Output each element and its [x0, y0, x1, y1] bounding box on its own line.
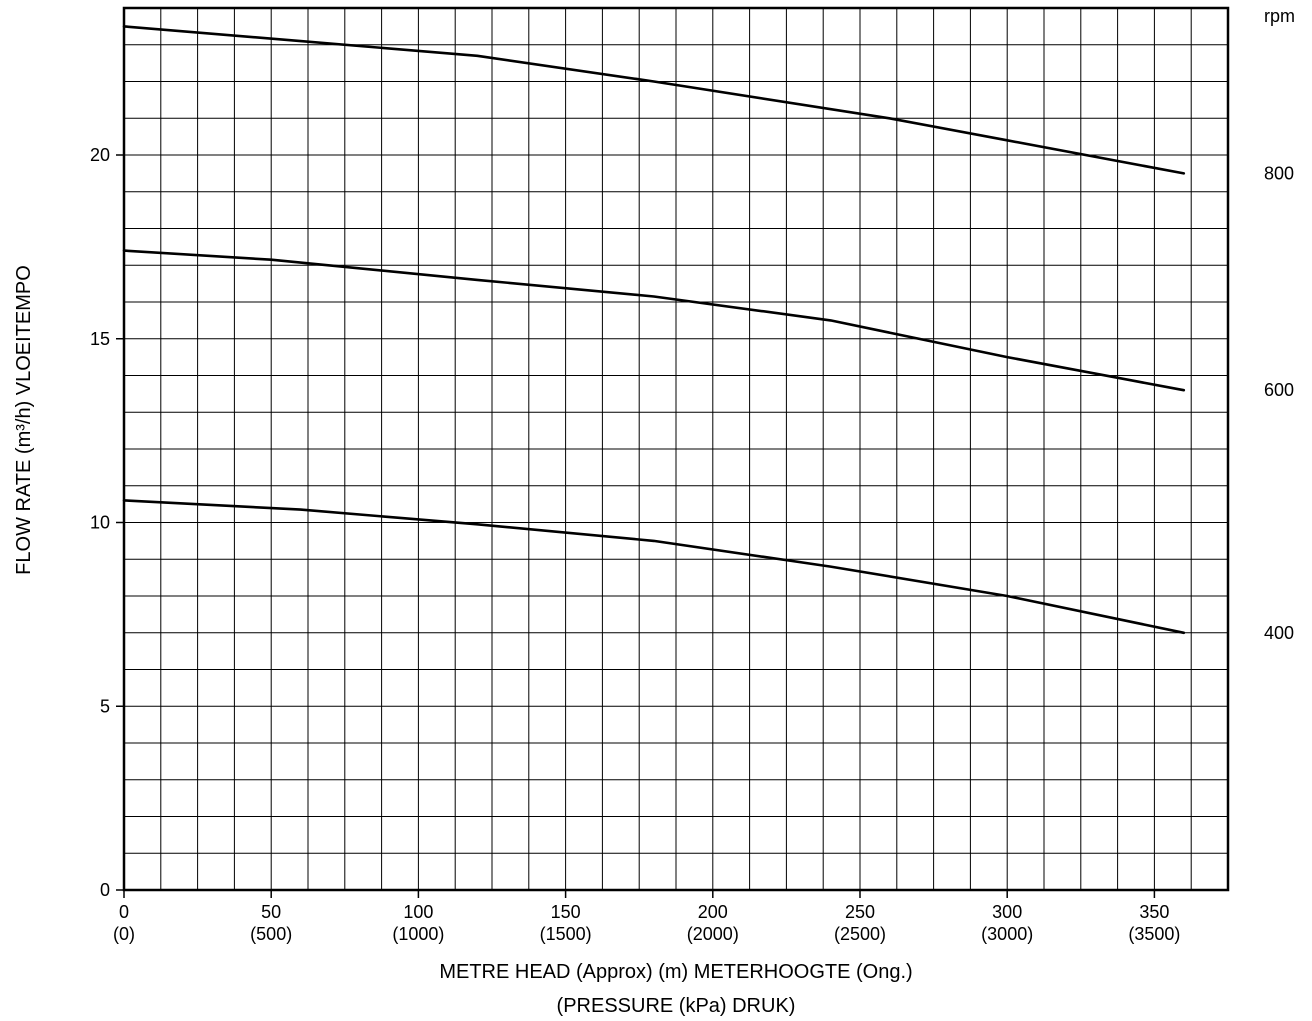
x-axis-sublabel: (PRESSURE (kPa) DRUK): [557, 995, 796, 1017]
y-tick-label: 10: [90, 513, 110, 533]
rpm-axis-title: rpm: [1264, 6, 1295, 26]
plot-frame: [122, 6, 1230, 892]
x-tick-label: 250: [845, 902, 875, 922]
x-axis-label: METRE HEAD (Approx) (m) METERHOOGTE (Ong…: [439, 961, 912, 983]
chart-grid: [124, 8, 1228, 890]
x-tick-sublabel: (1500): [540, 924, 592, 944]
x-tick-sublabel: (3500): [1128, 924, 1180, 944]
rpm-label-400: 400: [1264, 623, 1294, 643]
x-tick-label: 350: [1139, 902, 1169, 922]
series-line-400-rpm: [122, 499, 1186, 635]
x-tick-label: 100: [403, 902, 433, 922]
y-tick-label: 5: [100, 696, 110, 716]
y-tick-label: 0: [100, 880, 110, 900]
series-lines: [122, 25, 1186, 635]
x-tick-label: 50: [261, 902, 281, 922]
x-tick-sublabel: (2500): [834, 924, 886, 944]
x-tick-labels: 0(0) 50(500) 100(1000) 150(1500) 200(2000) 25…: [113, 890, 1180, 944]
x-tick-label: 300: [992, 902, 1022, 922]
y-tick-labels: 0 5 10 15 20: [90, 145, 124, 900]
y-axis-label: FLOW RATE (m³/h) VLOEITEMPO: [13, 265, 35, 575]
rpm-label-600: 600: [1264, 380, 1294, 400]
x-tick-sublabel: (1000): [392, 924, 444, 944]
x-tick-label: 200: [698, 902, 728, 922]
rpm-series-labels: 800 600 400: [1264, 163, 1294, 642]
rpm-label-800: 800: [1264, 163, 1294, 183]
series-line-600-rpm: [122, 249, 1186, 392]
series-line-800-rpm: [122, 25, 1186, 175]
y-tick-label: 15: [90, 329, 110, 349]
plot-border: [122, 6, 1230, 892]
x-tick-sublabel: (500): [250, 924, 292, 944]
x-tick-sublabel: (3000): [981, 924, 1033, 944]
x-tick-sublabel: (2000): [687, 924, 739, 944]
x-tick-label: 150: [551, 902, 581, 922]
x-tick-label: 0: [119, 902, 129, 922]
x-tick-sublabel: (0): [113, 924, 135, 944]
y-tick-label: 20: [90, 145, 110, 165]
